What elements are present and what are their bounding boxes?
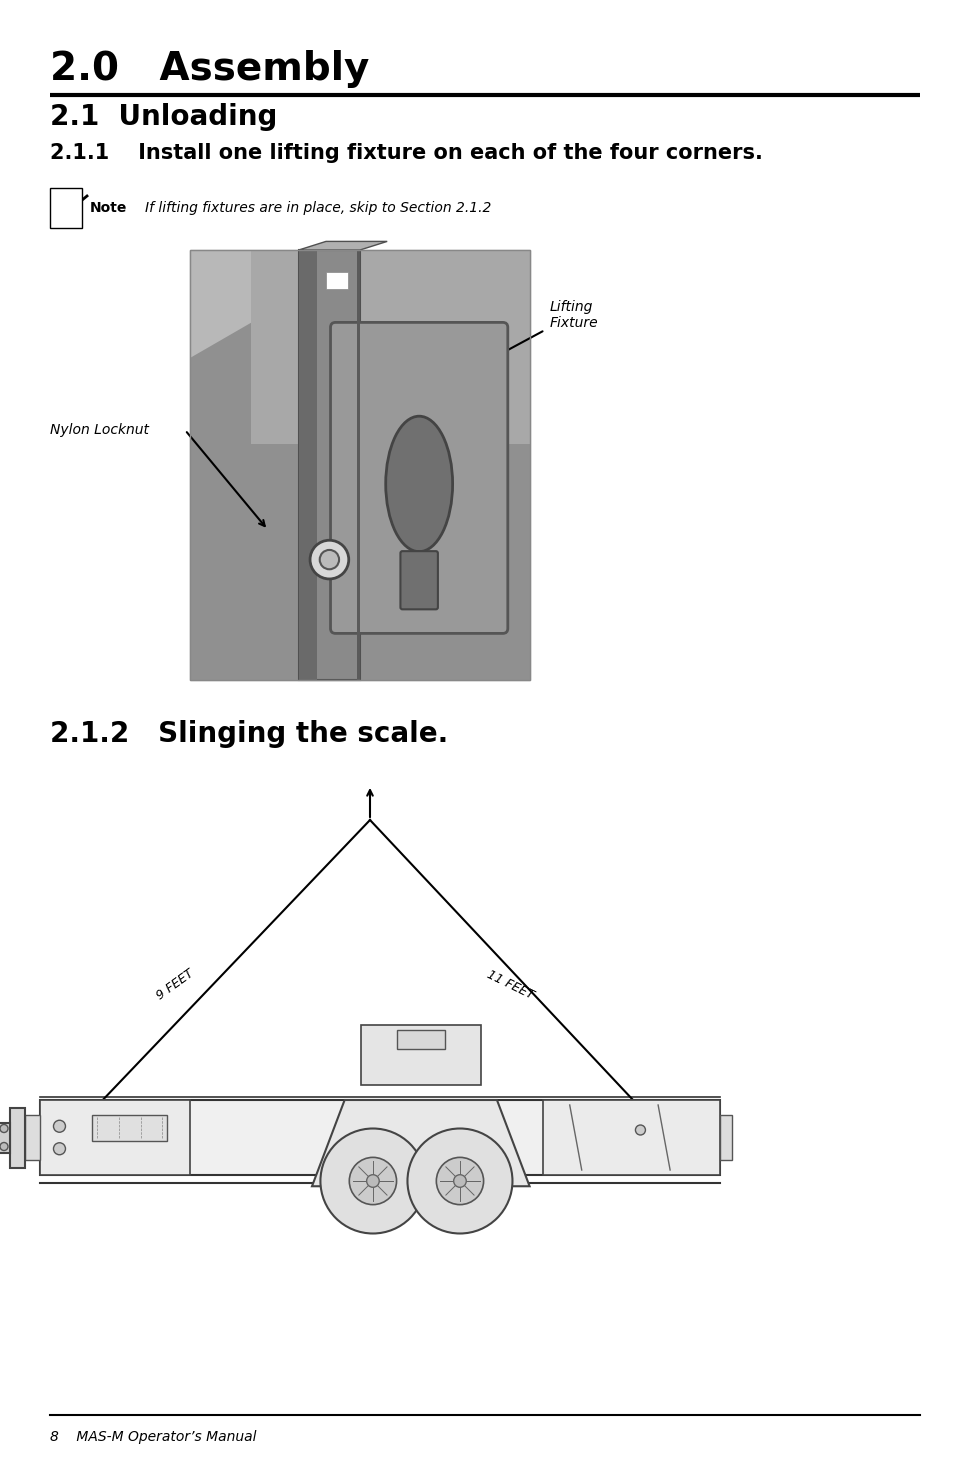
Text: 2.1.1    Install one lifting fixture on each of the four corners.: 2.1.1 Install one lifting fixture on eac… bbox=[50, 143, 762, 164]
Circle shape bbox=[53, 1120, 66, 1133]
Circle shape bbox=[0, 1124, 8, 1133]
Bar bbox=[190, 249, 530, 680]
Text: Note: Note bbox=[90, 201, 128, 215]
Bar bbox=[356, 249, 359, 680]
Text: 2.1.2   Slinging the scale.: 2.1.2 Slinging the scale. bbox=[50, 720, 448, 748]
Bar bbox=[92, 1115, 167, 1142]
Circle shape bbox=[407, 1128, 512, 1233]
Circle shape bbox=[635, 1125, 645, 1134]
Bar bbox=[298, 249, 359, 680]
Text: If lifting fixtures are in place, skip to Section 2.1.2: If lifting fixtures are in place, skip t… bbox=[145, 201, 491, 215]
Bar bbox=[25, 1115, 40, 1159]
FancyBboxPatch shape bbox=[330, 323, 507, 633]
Ellipse shape bbox=[385, 416, 452, 552]
Circle shape bbox=[310, 540, 349, 580]
Polygon shape bbox=[298, 242, 387, 249]
Bar bbox=[190, 249, 530, 680]
Text: 2.0   Assembly: 2.0 Assembly bbox=[50, 50, 369, 88]
Bar bbox=[542, 1100, 720, 1176]
Bar bbox=[251, 249, 530, 444]
Circle shape bbox=[454, 1174, 466, 1187]
Bar bbox=[40, 1100, 720, 1176]
Text: Lifting
Fixture: Lifting Fixture bbox=[550, 299, 598, 330]
Polygon shape bbox=[312, 1100, 529, 1186]
Text: 2.1  Unloading: 2.1 Unloading bbox=[50, 103, 277, 131]
Bar bbox=[720, 1115, 731, 1159]
Bar bbox=[10, 1108, 25, 1168]
Bar bbox=[40, 1100, 190, 1176]
Circle shape bbox=[436, 1158, 483, 1205]
Bar bbox=[0, 1122, 10, 1152]
Text: 8    MAS-M Operator’s Manual: 8 MAS-M Operator’s Manual bbox=[50, 1429, 256, 1444]
Bar bbox=[326, 271, 348, 289]
Text: Nylon Locknut: Nylon Locknut bbox=[50, 423, 149, 437]
Bar bbox=[360, 1025, 480, 1086]
Text: 9 FEET: 9 FEET bbox=[153, 968, 196, 1003]
Circle shape bbox=[366, 1174, 379, 1187]
Polygon shape bbox=[190, 249, 530, 680]
Circle shape bbox=[319, 550, 338, 569]
Circle shape bbox=[349, 1158, 396, 1205]
Text: 11 FEET: 11 FEET bbox=[484, 968, 535, 1002]
Circle shape bbox=[320, 1128, 425, 1233]
Circle shape bbox=[0, 1143, 8, 1150]
FancyBboxPatch shape bbox=[50, 187, 82, 229]
Bar bbox=[298, 249, 316, 680]
FancyBboxPatch shape bbox=[400, 552, 437, 609]
Bar bbox=[396, 1030, 444, 1049]
Circle shape bbox=[53, 1143, 66, 1155]
